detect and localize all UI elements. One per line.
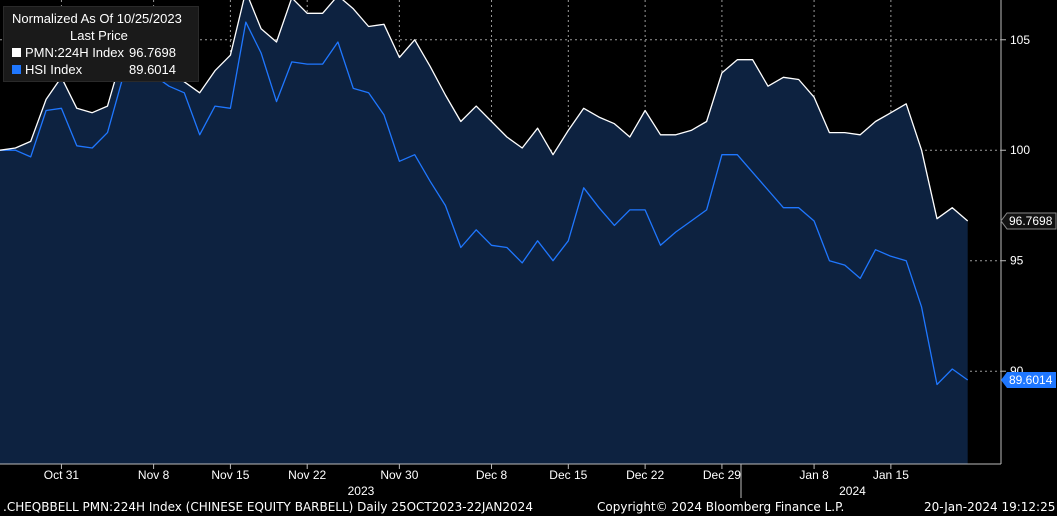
legend-item-hsi: HSI Index 89.6014 — [12, 62, 192, 77]
legend: Normalized As Of 10/25/2023 Last Price P… — [3, 6, 199, 82]
legend-item-name: HSI Index — [25, 62, 83, 77]
y-tick-label: 100 — [1010, 143, 1030, 157]
x-tick-label: Nov 30 — [380, 468, 418, 482]
x-tick-label: Jan 15 — [873, 468, 909, 482]
last-value-label-pmn: 96.7698 — [1009, 214, 1053, 228]
footer-copyright: Copyright© 2024 Bloomberg Finance L.P. — [597, 500, 845, 514]
last-value-labels: 96.7698 89.6014 — [1000, 212, 1057, 389]
last-value-box-pmn — [1000, 212, 1057, 230]
y-tick-label: 95 — [1010, 254, 1024, 268]
x-tick-label: Dec 29 — [703, 468, 741, 482]
x-year-label: 2023 — [348, 484, 375, 498]
x-axis: Oct 31 Nov 8 Nov 15 Nov 22 Nov 30 Dec 8 Dec 15… — [44, 464, 909, 498]
legend-item-pmn: PMN:224H Index 96.7698 — [12, 45, 192, 60]
legend-item-name: PMN:224H Index — [25, 45, 124, 60]
x-tick-label: Nov 15 — [211, 468, 249, 482]
x-tick-label: Oct 31 — [44, 468, 80, 482]
y-tick-label: 105 — [1010, 33, 1030, 47]
legend-swatch-hsi — [12, 65, 21, 74]
legend-swatch-pmn — [12, 48, 21, 57]
area-fill-pmn — [0, 0, 968, 464]
legend-title: Normalized As Of 10/25/2023 — [12, 11, 182, 26]
x-tick-label: Nov 8 — [138, 468, 170, 482]
x-year-label: 2024 — [839, 484, 866, 498]
legend-item-value: 96.7698 — [129, 45, 176, 60]
last-value-label-hsi: 89.6014 — [1009, 373, 1053, 387]
x-tick-label: Dec 22 — [626, 468, 664, 482]
x-tick-label: Jan 8 — [799, 468, 829, 482]
legend-subtitle: Last Price — [70, 28, 128, 43]
footer-security-info: .CHEQBBELL PMN:224H Index (CHINESE EQUIT… — [3, 500, 533, 514]
last-value-box-hsi — [1001, 372, 1056, 389]
x-tick-label: Dec 15 — [549, 468, 587, 482]
legend-item-value: 89.6014 — [129, 62, 176, 77]
footer-timestamp: 20-Jan-2024 19:12:25 — [924, 500, 1056, 514]
x-tick-label: Nov 22 — [288, 468, 326, 482]
x-tick-label: Dec 8 — [476, 468, 508, 482]
